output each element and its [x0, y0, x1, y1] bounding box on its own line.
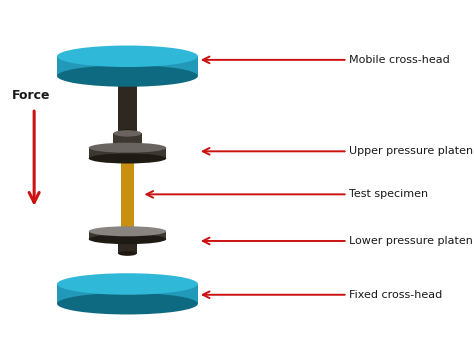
Bar [118, 239, 137, 253]
Text: Lower pressure platen: Lower pressure platen [349, 236, 473, 246]
Ellipse shape [57, 273, 198, 295]
Bar [89, 148, 166, 158]
Ellipse shape [118, 129, 137, 134]
Bar [57, 284, 198, 304]
Ellipse shape [118, 74, 137, 78]
Ellipse shape [57, 65, 198, 87]
Ellipse shape [89, 234, 166, 244]
Ellipse shape [89, 153, 166, 163]
Ellipse shape [57, 293, 198, 315]
Bar [121, 158, 134, 232]
Ellipse shape [89, 143, 166, 153]
Ellipse shape [113, 146, 142, 153]
Bar [89, 231, 166, 239]
Text: Force: Force [12, 89, 51, 102]
Text: Upper pressure platen: Upper pressure platen [349, 146, 474, 156]
Ellipse shape [118, 251, 137, 256]
Bar [118, 76, 137, 132]
Text: Mobile cross-head: Mobile cross-head [349, 55, 450, 65]
Ellipse shape [121, 157, 134, 160]
Text: Fixed cross-head: Fixed cross-head [349, 290, 443, 300]
Ellipse shape [89, 226, 166, 236]
Bar [57, 56, 198, 76]
Ellipse shape [118, 237, 137, 242]
Ellipse shape [121, 230, 134, 234]
Ellipse shape [113, 130, 142, 136]
Ellipse shape [57, 45, 198, 67]
Bar [113, 134, 142, 149]
Text: Test specimen: Test specimen [349, 189, 428, 199]
